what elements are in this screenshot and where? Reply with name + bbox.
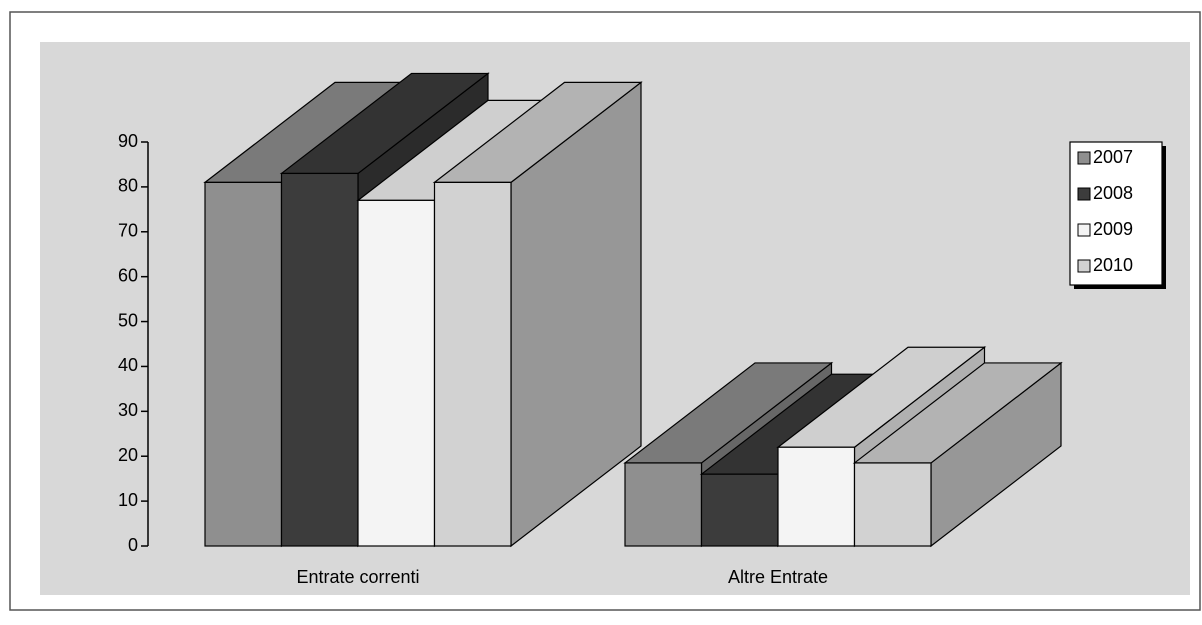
bar (433, 181, 512, 547)
legend-swatch (1077, 223, 1091, 237)
legend-swatch (1077, 151, 1091, 165)
legend-label: 2009 (1093, 219, 1133, 239)
y-tick-label: 10 (118, 490, 138, 510)
legend-label: 2008 (1093, 183, 1133, 203)
y-tick-label: 50 (118, 310, 138, 330)
y-tick-label: 90 (118, 131, 138, 151)
bar (204, 181, 283, 547)
legend-swatch (1077, 187, 1091, 201)
y-tick-label: 70 (118, 221, 138, 241)
bar (280, 172, 359, 547)
y-tick-label: 80 (118, 176, 138, 196)
bar (624, 462, 703, 547)
y-tick-label: 30 (118, 400, 138, 420)
y-tick-label: 60 (118, 265, 138, 285)
y-tick-label: 40 (118, 355, 138, 375)
y-tick-label: 0 (128, 535, 138, 555)
legend-label: 2010 (1093, 255, 1133, 275)
x-tick-label: Altre Entrate (728, 567, 828, 587)
bar (777, 446, 856, 547)
bar (357, 199, 436, 547)
bar (853, 462, 932, 547)
legend-swatch (1077, 259, 1091, 273)
y-tick-label: 20 (118, 445, 138, 465)
bar (700, 473, 779, 547)
legend-label: 2007 (1093, 147, 1133, 167)
x-tick-label: Entrate correnti (296, 567, 419, 587)
